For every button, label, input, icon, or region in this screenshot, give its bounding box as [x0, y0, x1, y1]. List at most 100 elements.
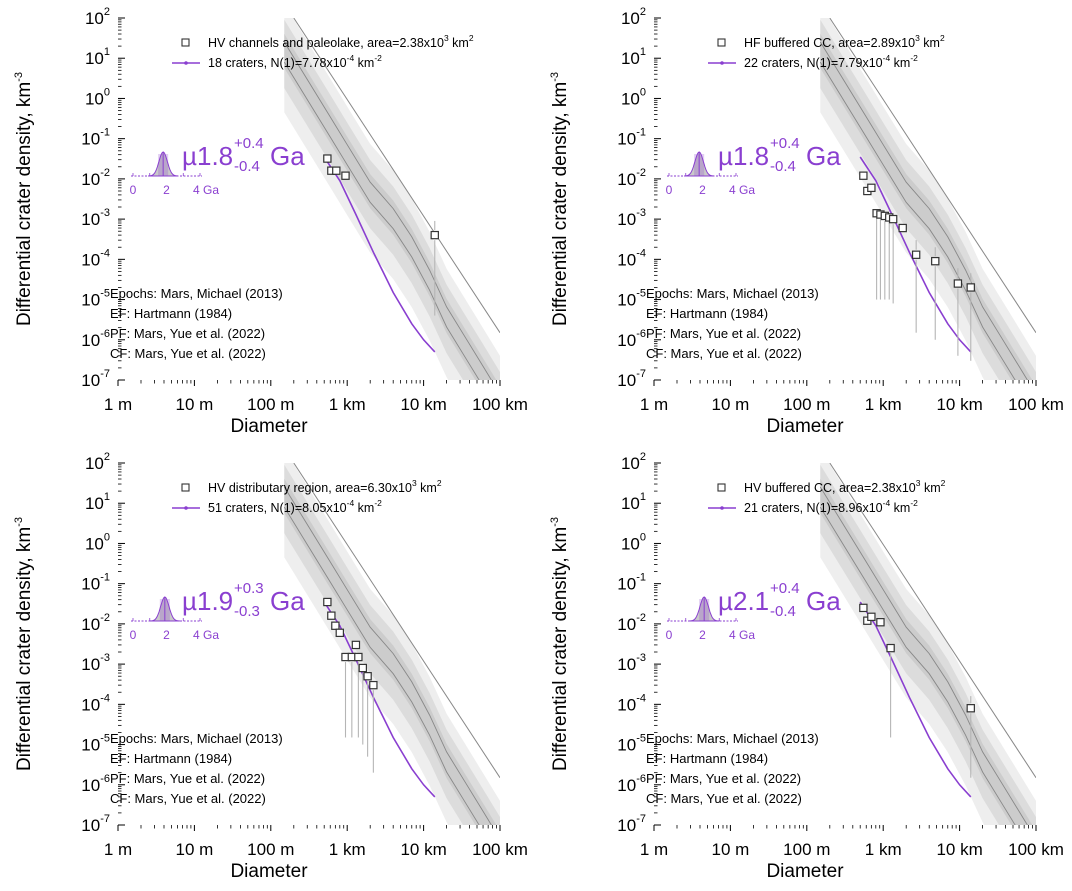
data-point-12 [966, 283, 975, 292]
x-axis-title: Diameter [230, 416, 308, 437]
chart-panel-top-right: 10-7 10-6 10-5 10-4 10-3 10-2 10-1 100 101 102 1 m… [549, 6, 1064, 437]
y-tick-label: 10-5 [81, 733, 110, 755]
legend-superscript: 3 [412, 478, 417, 488]
legend-segment: km [417, 481, 437, 495]
x-tick-label: 1 km [329, 840, 366, 859]
age-unit: Ga [270, 141, 305, 171]
y-tick-label: 10-2 [617, 612, 646, 634]
y-tick-label: 102 [621, 451, 646, 473]
y-tick-label: 101 [621, 491, 646, 513]
reference-1: EF: Hartmann (1984) [110, 751, 232, 766]
y-tick-label: 10-6 [81, 328, 110, 350]
age-hist-tick-label: 2 [163, 183, 170, 197]
legend-superscript: 2 [469, 33, 474, 43]
legend-superscript: 3 [444, 33, 449, 43]
age-plus-error: +0.4 [234, 135, 264, 152]
age-hist-tick-label: 2 [699, 628, 706, 642]
age-hist-tick-label: 0 [130, 183, 137, 197]
legend-point-marker [181, 483, 190, 492]
legend-segment: HV distributary region, area=6.30x10 [208, 481, 412, 495]
saturation-line [829, 463, 1036, 778]
y-axis-title-sup: -3 [549, 517, 561, 527]
x-tick-label: 1 km [865, 840, 902, 859]
y-tick-label: 10-6 [617, 328, 646, 350]
saturation-line [293, 463, 500, 778]
data-point-2 [332, 166, 341, 175]
x-axis-title: Diameter [230, 861, 308, 882]
reference-0: Epochs: Mars, Michael (2013) [110, 731, 283, 746]
legend-segment: 22 craters, N(1)=7.79x10 [744, 56, 883, 70]
x-tick-label: 1 m [104, 395, 132, 414]
reference-3: CF: Mars, Yue et al. (2022) [646, 346, 802, 361]
x-tick-label: 1 m [640, 395, 668, 414]
legend-points-label: HV distributary region, area=6.30x103 km… [208, 478, 442, 495]
legend-superscript: 3 [915, 33, 920, 43]
y-axis-title-main: Differential crater density, km [550, 527, 571, 771]
isochron-line-lower [819, 506, 1016, 825]
y-tick-label: 10-5 [617, 288, 646, 310]
isochron-line-upper [283, 486, 492, 825]
legend-points-label: HF buffered CC, area=2.89x103 km2 [744, 33, 945, 50]
y-tick-label: 10-7 [617, 813, 646, 835]
isochron-line-upper [819, 41, 1028, 380]
data-point-2 [867, 612, 876, 622]
age-estimate: µ1.8 [182, 141, 233, 171]
x-tick-label: 10 m [176, 840, 214, 859]
age-unit: Ga [270, 586, 305, 616]
x-tick-label: 100 m [783, 395, 830, 414]
fit-curve [859, 601, 972, 798]
y-tick-label: 10-4 [617, 692, 646, 714]
data-point-9 [911, 250, 921, 259]
legend-segment: km [920, 36, 940, 50]
y-tick-label: 10-2 [81, 612, 110, 634]
x-axis-title: Diameter [766, 416, 844, 437]
y-axis-title-main: Differential crater density, km [14, 82, 35, 326]
isochron-line-lower [819, 61, 1016, 380]
y-tick-label: 101 [621, 46, 646, 68]
legend-superscript: -2 [910, 498, 918, 508]
data-point-8 [898, 223, 907, 233]
legend-segment: km [449, 36, 469, 50]
legend-segment: km [890, 501, 910, 515]
legend-points-label: HV buffered CC, area=2.38x103 km2 [744, 478, 946, 495]
y-tick-label: 100 [85, 86, 110, 108]
x-tick-label: 1 m [104, 840, 132, 859]
legend-superscript: -4 [347, 498, 355, 508]
data-point-3 [341, 171, 350, 180]
data-point-0 [323, 597, 332, 607]
plot-area [819, 18, 1036, 380]
data-point-3 [335, 628, 344, 638]
age-hist-tick-label: 2 [163, 628, 170, 642]
legend-segment: km [354, 501, 374, 515]
data-point-10 [931, 256, 940, 266]
data-point-0 [859, 171, 868, 180]
age-plus-error: +0.4 [770, 135, 800, 152]
age-hist-tick-label: 4 Ga [193, 183, 219, 197]
y-tick-label: 100 [85, 531, 110, 553]
legend-segment: HF buffered CC, area=2.89x10 [744, 36, 915, 50]
legend-point-marker [181, 38, 190, 47]
y-tick-label: 10-6 [617, 773, 646, 795]
chart-panel-bottom-right: 10-7 10-6 10-5 10-4 10-3 10-2 10-1 100 101 102 1 m… [549, 451, 1064, 882]
production-band-inner [820, 33, 1033, 380]
data-point-2 [867, 183, 876, 193]
legend-superscript: 2 [941, 478, 946, 488]
legend-segment: HV channels and paleolake, area=2.38x10 [208, 36, 444, 50]
y-tick-label: 101 [85, 46, 110, 68]
legend-fit-label: 22 craters, N(1)=7.79x10-4 km-2 [744, 53, 918, 70]
age-plus-error: +0.3 [234, 580, 264, 597]
y-axis-title-main: Differential crater density, km [550, 82, 571, 326]
legend-fit-dot [720, 61, 724, 65]
x-tick-label: 10 m [712, 395, 750, 414]
reference-1: EF: Hartmann (1984) [646, 306, 768, 321]
y-tick-label: 100 [621, 86, 646, 108]
reference-0: Epochs: Mars, Michael (2013) [646, 731, 819, 746]
legend-superscript: 2 [940, 33, 945, 43]
y-tick-label: 102 [85, 451, 110, 473]
age-estimate: µ1.8 [718, 141, 769, 171]
data-point-10 [369, 680, 378, 690]
legend-points-label: HV channels and paleolake, area=2.38x103… [208, 33, 474, 50]
data-point-6 [351, 640, 361, 650]
y-tick-label: 10-1 [617, 127, 646, 149]
chart-panel-bottom-left: 10-7 10-6 10-5 10-4 10-3 10-2 10-1 100 101 102 1 m… [13, 451, 528, 882]
